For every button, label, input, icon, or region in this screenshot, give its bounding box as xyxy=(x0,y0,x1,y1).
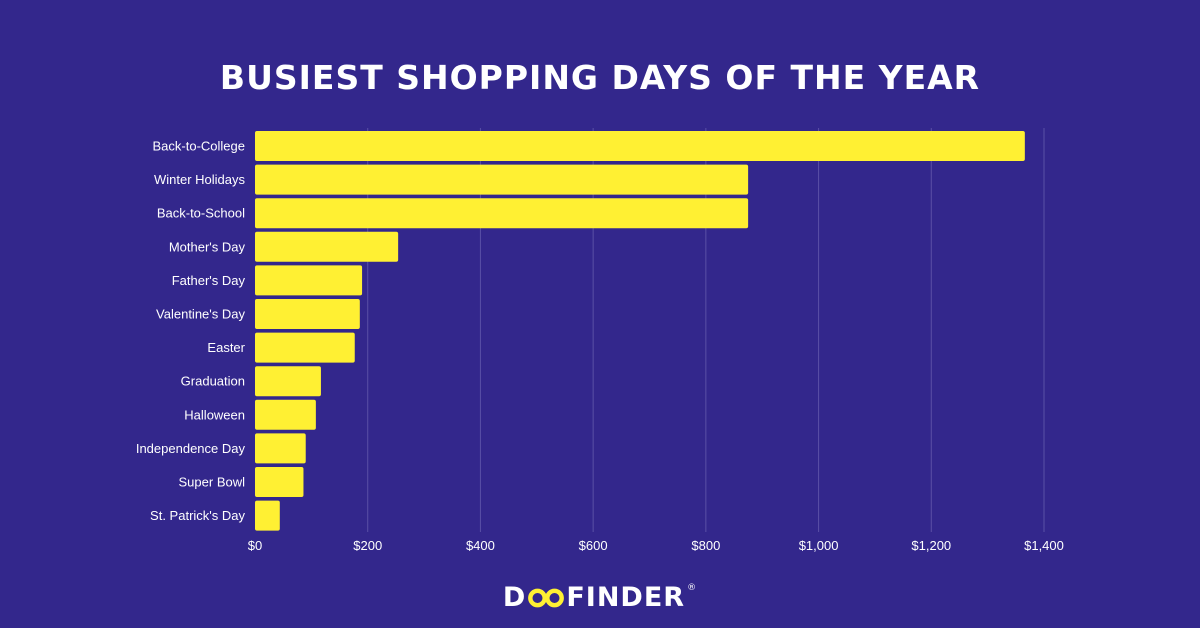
category-label: Easter xyxy=(207,340,245,355)
category-label: Winter Holidays xyxy=(154,172,246,187)
category-label: Graduation xyxy=(181,374,245,389)
bar xyxy=(255,399,316,430)
logo-double-ring-icon xyxy=(528,588,565,608)
bar xyxy=(255,231,399,262)
category-label: Valentine's Day xyxy=(156,307,245,322)
registered-mark: ® xyxy=(687,583,698,593)
category-label: St. Patrick's Day xyxy=(150,508,245,523)
chart-title: BUSIEST SHOPPING DAYS OF THE YEAR xyxy=(219,58,981,97)
bar xyxy=(255,366,321,397)
x-axis-tick-layer: $0 $200 $400 $600 $800 $1,000 $1,200 $1,400 xyxy=(248,538,1064,553)
x-tick-label: $600 xyxy=(579,538,608,553)
category-label: Back-to-School xyxy=(157,206,245,221)
bar xyxy=(255,131,1025,161)
bar xyxy=(255,433,306,464)
bar xyxy=(255,265,363,296)
category-label: Independence Day xyxy=(136,441,246,456)
x-tick-label: $400 xyxy=(466,538,495,553)
bar xyxy=(255,500,280,531)
bar xyxy=(255,164,749,195)
x-tick-label: $1,200 xyxy=(911,538,951,553)
logo-text-start: D xyxy=(502,582,527,613)
category-label: Super Bowl xyxy=(179,475,246,490)
category-label-layer: Back-to-College Winter Holidays Back-to-Sc… xyxy=(136,139,246,524)
doofinder-logo: D FINDER ® xyxy=(0,583,1200,613)
x-tick-label: $200 xyxy=(353,538,382,553)
logo-text-end: FINDER xyxy=(566,582,686,613)
bar xyxy=(255,299,360,329)
category-label: Back-to-College xyxy=(153,139,246,154)
bar-layer xyxy=(255,131,1025,531)
x-tick-label: $1,400 xyxy=(1024,538,1064,553)
bar xyxy=(255,332,355,363)
x-tick-label: $1,000 xyxy=(799,538,839,553)
category-label: Halloween xyxy=(184,407,245,422)
x-tick-label: $800 xyxy=(691,538,720,553)
bar xyxy=(255,467,304,497)
x-tick-label: $0 xyxy=(248,538,262,553)
category-label: Mother's Day xyxy=(169,239,246,254)
bar xyxy=(255,198,749,229)
category-label: Father's Day xyxy=(172,273,246,288)
grid-layer xyxy=(367,128,1045,532)
